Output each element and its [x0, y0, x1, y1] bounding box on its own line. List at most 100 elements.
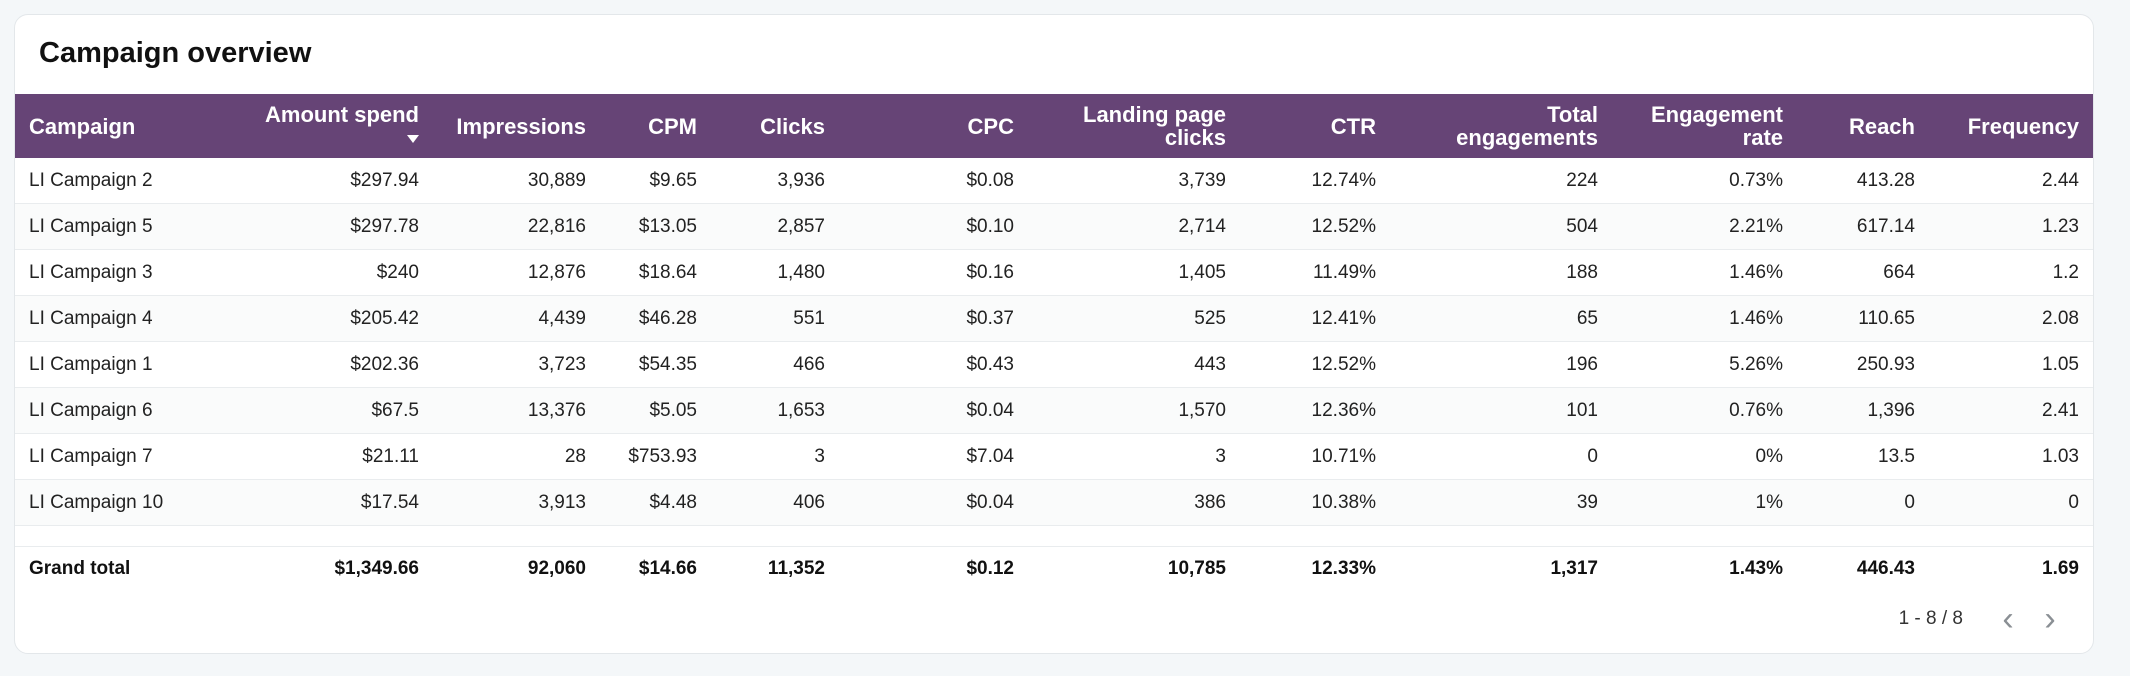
- cell-cpc: $0.43: [839, 341, 1028, 388]
- column-header-label: Total engagements: [1456, 102, 1598, 150]
- cell-total-engagements: 196: [1390, 341, 1612, 388]
- total-total-engagements: 1,317: [1550, 558, 1598, 579]
- cell-impressions: 22,816: [433, 203, 600, 250]
- table-row[interactable]: LI Campaign 6 $67.5 13,376 $5.05 1,653 $0.04 1…: [15, 387, 2093, 434]
- cell-cpm: $13.05: [600, 203, 711, 250]
- cell-impressions: 13,376: [433, 387, 600, 434]
- column-header-label: Engagement rate: [1650, 102, 1783, 150]
- cell-amount-spend: $21.11: [245, 433, 433, 480]
- cell-landing-page-clicks: 443: [1028, 341, 1240, 388]
- pagination: 1 - 8 / 8 ‹ ›: [1898, 600, 2071, 638]
- column-header-label: CPC: [967, 113, 1014, 139]
- cell-total-engagements: 39: [1390, 479, 1612, 526]
- cell-frequency: 0: [1929, 479, 2093, 526]
- cell-amount-spend: $297.94: [245, 158, 433, 204]
- table-row[interactable]: LI Campaign 5 $297.78 22,816 $13.05 2,857 $0.…: [15, 203, 2093, 250]
- column-header-ctr[interactable]: CTR: [1240, 94, 1390, 158]
- cell-engagement-rate: 1.46%: [1612, 295, 1797, 342]
- cell-total-engagements: 101: [1390, 387, 1612, 434]
- cell-cpm: $9.65: [600, 158, 711, 204]
- table-row[interactable]: LI Campaign 2 $297.94 30,889 $9.65 3,936 $0.0…: [15, 158, 2093, 204]
- column-header-label: Campaign: [29, 113, 136, 139]
- cell-reach: 617.14: [1797, 203, 1929, 250]
- table-row[interactable]: LI Campaign 10 $17.54 3,913 $4.48 406 $0.04 38…: [15, 479, 2093, 526]
- total-frequency: 1.69: [2042, 558, 2079, 579]
- total-cpc: $0.12: [966, 558, 1014, 579]
- cell-amount-spend: $240: [245, 249, 433, 296]
- column-header-label: Clicks: [760, 113, 825, 139]
- column-header-landing-page-clicks[interactable]: Landing page clicks: [1028, 94, 1240, 158]
- column-header-cpm[interactable]: CPM: [600, 94, 711, 158]
- cell-engagement-rate: 5.26%: [1612, 341, 1797, 388]
- cell-total-engagements: 188: [1390, 249, 1612, 296]
- chevron-right-icon[interactable]: ›: [2044, 600, 2056, 638]
- cell-landing-page-clicks: 525: [1028, 295, 1240, 342]
- column-header-campaign[interactable]: Campaign: [15, 94, 245, 158]
- table-header-row: Campaign Amount spend Impressions CPM Clicks…: [15, 94, 2093, 158]
- column-header-reach[interactable]: Reach: [1797, 94, 1929, 158]
- caret-down-icon[interactable]: [407, 135, 419, 144]
- column-header-label: Frequency: [1967, 113, 2079, 139]
- cell-frequency: 1.23: [1929, 203, 2093, 250]
- cell-total-engagements: 0: [1390, 433, 1612, 480]
- column-header-clicks[interactable]: Clicks: [711, 94, 839, 158]
- cell-cpc: $0.16: [839, 249, 1028, 296]
- total-cpm: $14.66: [638, 558, 697, 579]
- cell-impressions: 4,439: [433, 295, 600, 342]
- cell-cpm: $753.93: [600, 433, 711, 480]
- cell-cpc: $0.04: [839, 387, 1028, 434]
- column-header-amount-spend[interactable]: Amount spend: [245, 94, 433, 158]
- cell-clicks: 551: [711, 295, 839, 342]
- cell-landing-page-clicks: 2,714: [1028, 203, 1240, 250]
- cell-impressions: 3,913: [433, 479, 600, 526]
- cell-amount-spend: $297.78: [245, 203, 433, 250]
- cell-cpm: $4.48: [600, 479, 711, 526]
- cell-ctr: 10.38%: [1240, 479, 1390, 526]
- total-engagement-rate: 1.43%: [1729, 558, 1783, 579]
- cell-amount-spend: $17.54: [245, 479, 433, 526]
- column-header-cpc[interactable]: CPC: [839, 94, 1028, 158]
- cell-impressions: 30,889: [433, 158, 600, 204]
- cell-campaign: LI Campaign 7: [15, 433, 245, 480]
- total-clicks: 11,352: [767, 558, 825, 579]
- cell-landing-page-clicks: 3,739: [1028, 158, 1240, 204]
- cell-clicks: 466: [711, 341, 839, 388]
- pagination-range: 1 - 8 / 8: [1898, 608, 1963, 629]
- cell-reach: 250.93: [1797, 341, 1929, 388]
- cell-total-engagements: 224: [1390, 158, 1612, 204]
- campaign-table: Campaign Amount spend Impressions CPM Clicks…: [15, 94, 2093, 591]
- cell-cpc: $0.37: [839, 295, 1028, 342]
- cell-cpc: $0.04: [839, 479, 1028, 526]
- cell-frequency: 2.44: [1929, 158, 2093, 204]
- column-header-engagement-rate[interactable]: Engagement rate: [1612, 94, 1797, 158]
- cell-campaign: LI Campaign 4: [15, 295, 245, 342]
- cell-frequency: 2.41: [1929, 387, 2093, 434]
- cell-impressions: 12,876: [433, 249, 600, 296]
- cell-clicks: 3: [711, 433, 839, 480]
- cell-ctr: 12.41%: [1240, 295, 1390, 342]
- cell-cpc: $0.10: [839, 203, 1028, 250]
- cell-engagement-rate: 1.46%: [1612, 249, 1797, 296]
- column-header-frequency[interactable]: Frequency: [1929, 94, 2093, 158]
- chevron-left-icon[interactable]: ‹: [2002, 600, 2014, 638]
- cell-campaign: LI Campaign 10: [15, 479, 245, 526]
- total-campaign: Grand total: [29, 558, 131, 579]
- cell-frequency: 1.03: [1929, 433, 2093, 480]
- grand-total-row: Grand total $1,349.66 92,060 $14.66 11,352 $0…: [15, 547, 2093, 592]
- column-header-impressions[interactable]: Impressions: [433, 94, 600, 158]
- cell-cpm: $18.64: [600, 249, 711, 296]
- cell-cpc: $0.08: [839, 158, 1028, 204]
- cell-amount-spend: $205.42: [245, 295, 433, 342]
- cell-campaign: LI Campaign 2: [15, 158, 245, 204]
- column-header-total-engagements[interactable]: Total engagements: [1390, 94, 1612, 158]
- cell-reach: 1,396: [1797, 387, 1929, 434]
- cell-landing-page-clicks: 386: [1028, 479, 1240, 526]
- table-row[interactable]: LI Campaign 1 $202.36 3,723 $54.35 466 $0.43 4…: [15, 341, 2093, 388]
- cell-clicks: 406: [711, 479, 839, 526]
- table-row[interactable]: LI Campaign 3 $240 12,876 $18.64 1,480 $0.16 1…: [15, 249, 2093, 296]
- table-row[interactable]: LI Campaign 7 $21.11 28 $753.93 3 $7.04 3 10.71…: [15, 433, 2093, 480]
- cell-total-engagements: 65: [1390, 295, 1612, 342]
- cell-cpm: $54.35: [600, 341, 711, 388]
- cell-reach: 413.28: [1797, 158, 1929, 204]
- table-row[interactable]: LI Campaign 4 $205.42 4,439 $46.28 551 $0.37 5…: [15, 295, 2093, 342]
